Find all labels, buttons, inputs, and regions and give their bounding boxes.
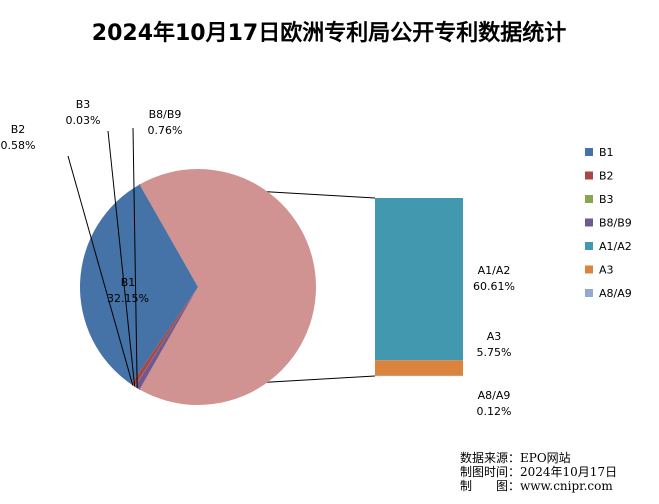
legend-swatch-b1: [585, 148, 593, 156]
legend-label-a8-a9: A8/A9: [599, 287, 632, 300]
data-label-name-b2: B2: [11, 123, 26, 136]
chart-title: 2024年10月17日欧洲专利局公开专利数据统计: [92, 20, 566, 46]
data-label-name-a1-a2: A1/A2: [478, 264, 511, 277]
data-label-value-a3: 5.75%: [477, 346, 512, 359]
legend-label-b8-b9: B8/B9: [599, 217, 632, 230]
data-label-value-b1: 32.15%: [107, 292, 149, 305]
data-label-name-b3: B3: [76, 98, 91, 111]
legend-label-b2: B2: [599, 170, 614, 183]
legend-label-a1-a2: A1/A2: [599, 240, 632, 253]
legend-swatch-a3: [585, 266, 593, 274]
author-line: 制 图：www.cnipr.com: [460, 479, 613, 493]
data-label-value-b2: 0.58%: [1, 139, 36, 152]
legend-swatch-a8-a9: [585, 289, 593, 297]
legend-label-b3: B3: [599, 193, 614, 206]
data-label-value-b8-b9: 0.76%: [148, 124, 183, 137]
data-label-name-a3: A3: [487, 330, 502, 343]
data-label-value-a1-a2: 60.61%: [473, 280, 515, 293]
legend: B1 B2 B3 B8/B9 A1/A2 A3 A8/A9: [585, 146, 632, 300]
data-label-value-b3: 0.03%: [66, 114, 101, 127]
stacked-bar-group: [375, 198, 463, 376]
legend-swatch-b2: [585, 172, 593, 180]
source-note: 数据来源：EPO网站 制图时间：2024年10月17日 制 图：www.cnip…: [460, 450, 617, 493]
legend-swatch-b8-b9: [585, 219, 593, 227]
legend-label-a3: A3: [599, 264, 614, 277]
data-label-value-a8-a9: 0.12%: [477, 405, 512, 418]
legend-swatch-a1-a2: [585, 242, 593, 250]
legend-label-b1: B1: [599, 146, 614, 159]
bar-segment-a3: [375, 360, 463, 375]
source-line: 数据来源：EPO网站: [460, 450, 571, 465]
date-line: 制图时间：2024年10月17日: [460, 465, 617, 479]
legend-swatch-b3: [585, 195, 593, 203]
data-label-name-b8-b9: B8/B9: [149, 108, 182, 121]
data-label-name-a8-a9: A8/A9: [478, 389, 511, 402]
bar-segment-a1-a2: [375, 198, 463, 360]
